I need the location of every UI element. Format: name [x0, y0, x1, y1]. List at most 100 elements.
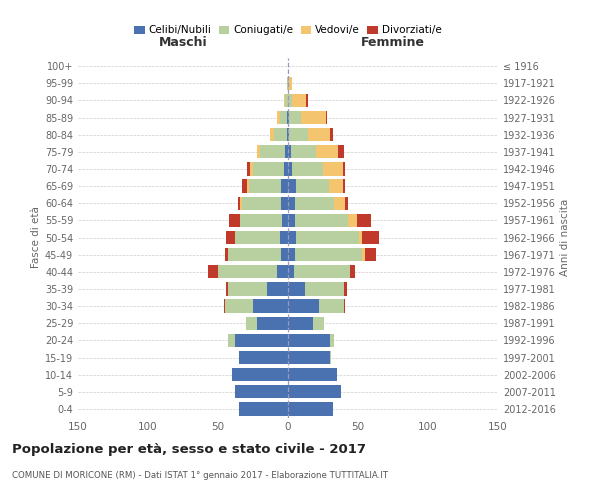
Y-axis label: Fasce di età: Fasce di età — [31, 206, 41, 268]
Bar — [348, 214, 356, 227]
Bar — [226, 282, 228, 296]
Bar — [228, 248, 281, 262]
Bar — [281, 180, 288, 193]
Bar — [228, 334, 235, 347]
Bar — [235, 385, 288, 398]
Bar — [288, 76, 289, 90]
Bar — [306, 94, 308, 107]
Bar — [288, 385, 341, 398]
Bar — [285, 94, 288, 107]
Bar — [288, 368, 337, 382]
Text: COMUNE DI MORICONE (RM) - Dati ISTAT 1° gennaio 2017 - Elaborazione TUTTITALIA.I: COMUNE DI MORICONE (RM) - Dati ISTAT 1° … — [12, 471, 388, 480]
Bar — [277, 265, 288, 278]
Bar — [305, 282, 344, 296]
Bar — [316, 145, 338, 158]
Bar — [208, 265, 218, 278]
Bar — [241, 214, 283, 227]
Bar — [362, 248, 365, 262]
Bar — [288, 128, 289, 141]
Bar — [326, 111, 327, 124]
Bar — [288, 162, 292, 175]
Bar — [323, 162, 343, 175]
Bar — [241, 196, 242, 210]
Bar — [308, 128, 330, 141]
Bar — [247, 180, 249, 193]
Bar — [343, 162, 346, 175]
Text: Maschi: Maschi — [158, 36, 208, 49]
Bar — [260, 145, 285, 158]
Bar — [292, 162, 323, 175]
Bar — [330, 128, 333, 141]
Bar — [232, 368, 288, 382]
Bar — [239, 351, 288, 364]
Bar — [356, 214, 371, 227]
Bar — [218, 265, 277, 278]
Bar — [267, 282, 288, 296]
Bar — [319, 300, 344, 313]
Bar — [334, 196, 346, 210]
Bar — [365, 248, 376, 262]
Bar — [288, 248, 295, 262]
Bar — [239, 402, 288, 415]
Bar — [359, 231, 362, 244]
Bar — [246, 316, 257, 330]
Bar — [291, 145, 316, 158]
Bar — [238, 196, 241, 210]
Bar — [295, 214, 348, 227]
Bar — [350, 265, 355, 278]
Bar — [270, 128, 274, 141]
Bar — [288, 265, 293, 278]
Bar — [281, 196, 288, 210]
Bar — [362, 231, 379, 244]
Bar — [284, 162, 288, 175]
Bar — [253, 300, 288, 313]
Bar — [287, 76, 288, 90]
Bar — [288, 231, 296, 244]
Bar — [288, 402, 333, 415]
Bar — [343, 180, 346, 193]
Bar — [288, 180, 296, 193]
Bar — [329, 180, 343, 193]
Bar — [284, 94, 285, 107]
Bar — [344, 282, 347, 296]
Bar — [313, 316, 325, 330]
Bar — [295, 248, 362, 262]
Bar — [287, 128, 288, 141]
Bar — [330, 351, 331, 364]
Bar — [281, 248, 288, 262]
Bar — [283, 214, 288, 227]
Bar — [288, 300, 319, 313]
Bar — [287, 111, 288, 124]
Bar — [296, 231, 359, 244]
Bar — [257, 145, 260, 158]
Text: Femmine: Femmine — [361, 36, 425, 49]
Bar — [277, 111, 280, 124]
Bar — [289, 76, 292, 90]
Text: Popolazione per età, sesso e stato civile - 2017: Popolazione per età, sesso e stato civil… — [12, 442, 366, 456]
Bar — [288, 94, 292, 107]
Bar — [344, 300, 346, 313]
Bar — [288, 351, 330, 364]
Bar — [224, 300, 225, 313]
Bar — [289, 111, 301, 124]
Bar — [292, 94, 306, 107]
Bar — [288, 214, 295, 227]
Bar — [274, 128, 287, 141]
Bar — [235, 231, 280, 244]
Bar — [229, 214, 241, 227]
Bar — [249, 180, 281, 193]
Bar — [257, 316, 288, 330]
Bar — [280, 111, 287, 124]
Bar — [242, 180, 247, 193]
Bar — [285, 145, 288, 158]
Bar — [293, 265, 350, 278]
Bar — [289, 128, 308, 141]
Bar — [280, 231, 288, 244]
Bar — [288, 316, 313, 330]
Bar — [235, 334, 288, 347]
Bar — [346, 196, 348, 210]
Bar — [288, 111, 289, 124]
Bar — [225, 248, 228, 262]
Bar — [330, 334, 334, 347]
Bar — [288, 282, 305, 296]
